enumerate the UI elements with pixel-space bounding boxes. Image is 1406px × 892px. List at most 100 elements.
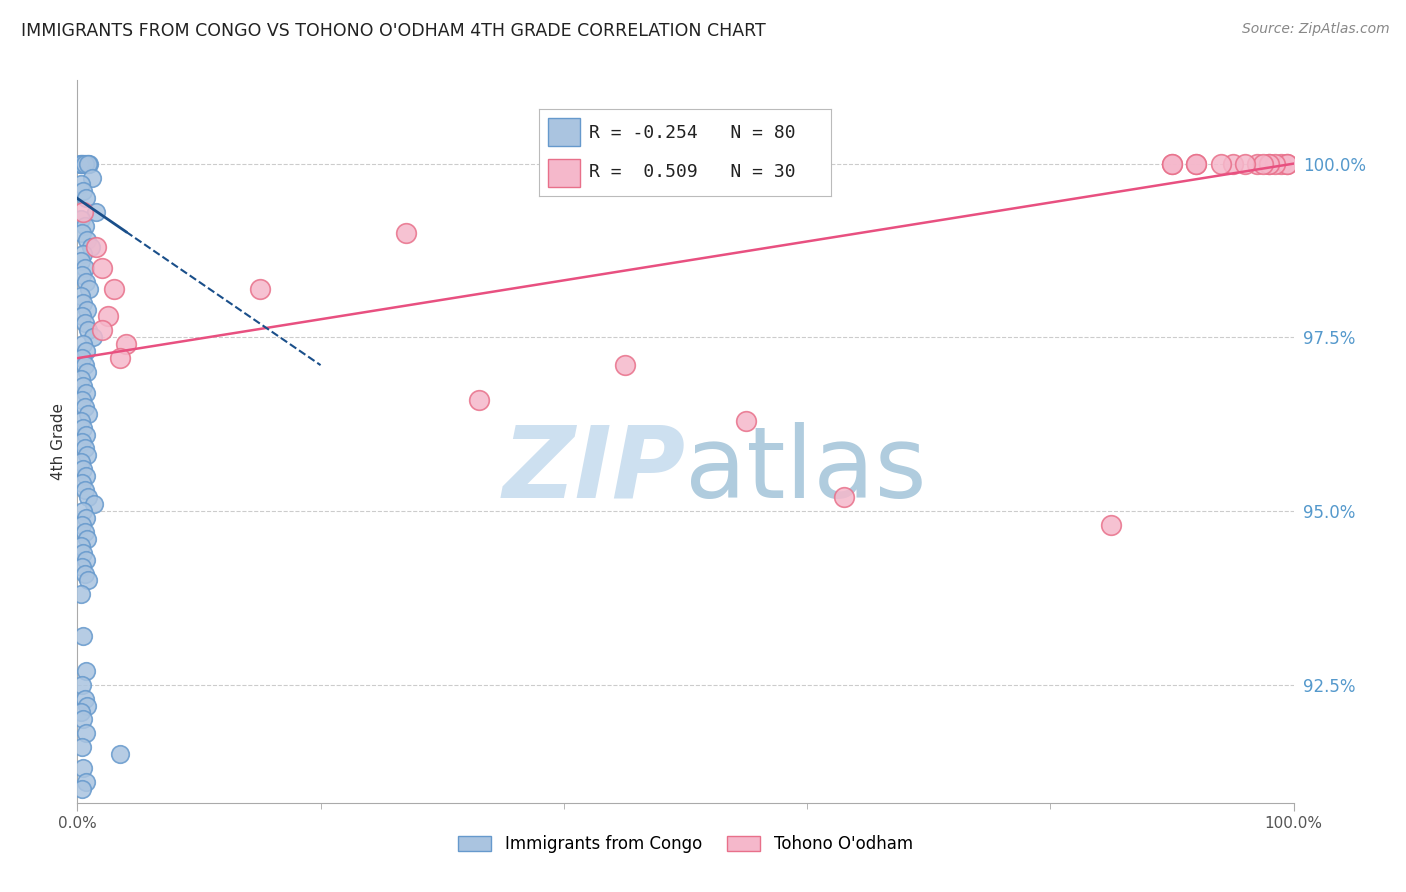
Point bbox=[70, 212, 93, 227]
Point bbox=[70, 226, 93, 240]
Point bbox=[1161, 156, 1184, 170]
Point bbox=[72, 504, 94, 518]
Point bbox=[1185, 156, 1208, 170]
Point bbox=[70, 288, 93, 302]
Point bbox=[75, 344, 97, 359]
Point bbox=[467, 392, 489, 407]
Point bbox=[70, 310, 93, 324]
Point bbox=[73, 400, 96, 414]
Point bbox=[76, 532, 98, 546]
Point bbox=[72, 295, 94, 310]
Point bbox=[1251, 156, 1274, 170]
Point bbox=[70, 678, 93, 692]
Point bbox=[72, 337, 94, 351]
Point bbox=[72, 761, 94, 775]
Point bbox=[103, 282, 125, 296]
Point bbox=[75, 511, 97, 525]
Point bbox=[72, 713, 94, 727]
Point bbox=[70, 517, 93, 532]
Point bbox=[72, 546, 94, 560]
Point bbox=[76, 698, 98, 713]
Point bbox=[77, 323, 100, 337]
Point bbox=[1161, 156, 1184, 170]
Point bbox=[1233, 156, 1256, 170]
Point bbox=[395, 226, 418, 240]
Point bbox=[76, 449, 98, 463]
Point bbox=[97, 310, 120, 324]
Point bbox=[249, 282, 271, 296]
Point bbox=[84, 240, 107, 254]
Point bbox=[75, 552, 97, 566]
Point bbox=[70, 476, 93, 491]
Point bbox=[1099, 517, 1122, 532]
Point bbox=[108, 351, 131, 366]
Point bbox=[76, 156, 98, 170]
Point bbox=[73, 219, 96, 234]
Point bbox=[1258, 156, 1281, 170]
Point bbox=[73, 524, 96, 539]
Point bbox=[70, 706, 93, 720]
Point bbox=[75, 427, 97, 442]
Point bbox=[72, 629, 94, 643]
Point bbox=[76, 302, 98, 317]
Point bbox=[75, 469, 97, 483]
Point bbox=[70, 178, 93, 192]
Point bbox=[735, 414, 758, 428]
Point bbox=[1185, 156, 1208, 170]
Point bbox=[72, 205, 94, 219]
Point bbox=[72, 462, 94, 476]
Point bbox=[70, 587, 93, 601]
Point bbox=[70, 740, 93, 755]
Point bbox=[72, 185, 94, 199]
Point bbox=[72, 156, 94, 170]
Point bbox=[70, 781, 93, 796]
Point bbox=[77, 156, 100, 170]
Point bbox=[73, 483, 96, 498]
Point bbox=[77, 407, 100, 421]
Point bbox=[77, 490, 100, 504]
Point bbox=[70, 351, 93, 366]
Point bbox=[70, 156, 93, 170]
Point bbox=[1209, 156, 1232, 170]
Point bbox=[75, 275, 97, 289]
Point bbox=[80, 240, 103, 254]
Point bbox=[73, 358, 96, 372]
Point bbox=[72, 247, 94, 261]
Point bbox=[75, 775, 97, 789]
Text: ZIP: ZIP bbox=[502, 422, 686, 519]
Text: Source: ZipAtlas.com: Source: ZipAtlas.com bbox=[1241, 22, 1389, 37]
Point bbox=[70, 455, 93, 469]
Point bbox=[79, 156, 101, 170]
Point bbox=[613, 358, 636, 372]
Point bbox=[83, 497, 105, 511]
Point bbox=[73, 442, 96, 456]
Point bbox=[90, 323, 112, 337]
Point bbox=[73, 260, 96, 275]
Point bbox=[76, 365, 98, 379]
Point bbox=[72, 379, 94, 393]
Point bbox=[73, 566, 96, 581]
Point bbox=[75, 664, 97, 678]
Point bbox=[1277, 156, 1299, 170]
Point bbox=[75, 385, 97, 400]
Legend: Immigrants from Congo, Tohono O'odham: Immigrants from Congo, Tohono O'odham bbox=[451, 828, 920, 860]
Point bbox=[73, 691, 96, 706]
Point bbox=[80, 170, 103, 185]
Point bbox=[108, 747, 131, 761]
Point bbox=[82, 330, 104, 344]
Y-axis label: 4th Grade: 4th Grade bbox=[51, 403, 66, 480]
Point bbox=[90, 260, 112, 275]
Point bbox=[84, 205, 107, 219]
Point bbox=[1264, 156, 1286, 170]
Text: atlas: atlas bbox=[686, 422, 927, 519]
Point bbox=[1222, 156, 1244, 170]
Point bbox=[70, 392, 93, 407]
Point bbox=[75, 191, 97, 205]
Point bbox=[76, 233, 98, 247]
Point bbox=[1258, 156, 1281, 170]
Text: IMMIGRANTS FROM CONGO VS TOHONO O'ODHAM 4TH GRADE CORRELATION CHART: IMMIGRANTS FROM CONGO VS TOHONO O'ODHAM … bbox=[21, 22, 766, 40]
Point bbox=[70, 414, 93, 428]
Point bbox=[70, 253, 93, 268]
Point bbox=[77, 574, 100, 588]
Point bbox=[70, 268, 93, 282]
